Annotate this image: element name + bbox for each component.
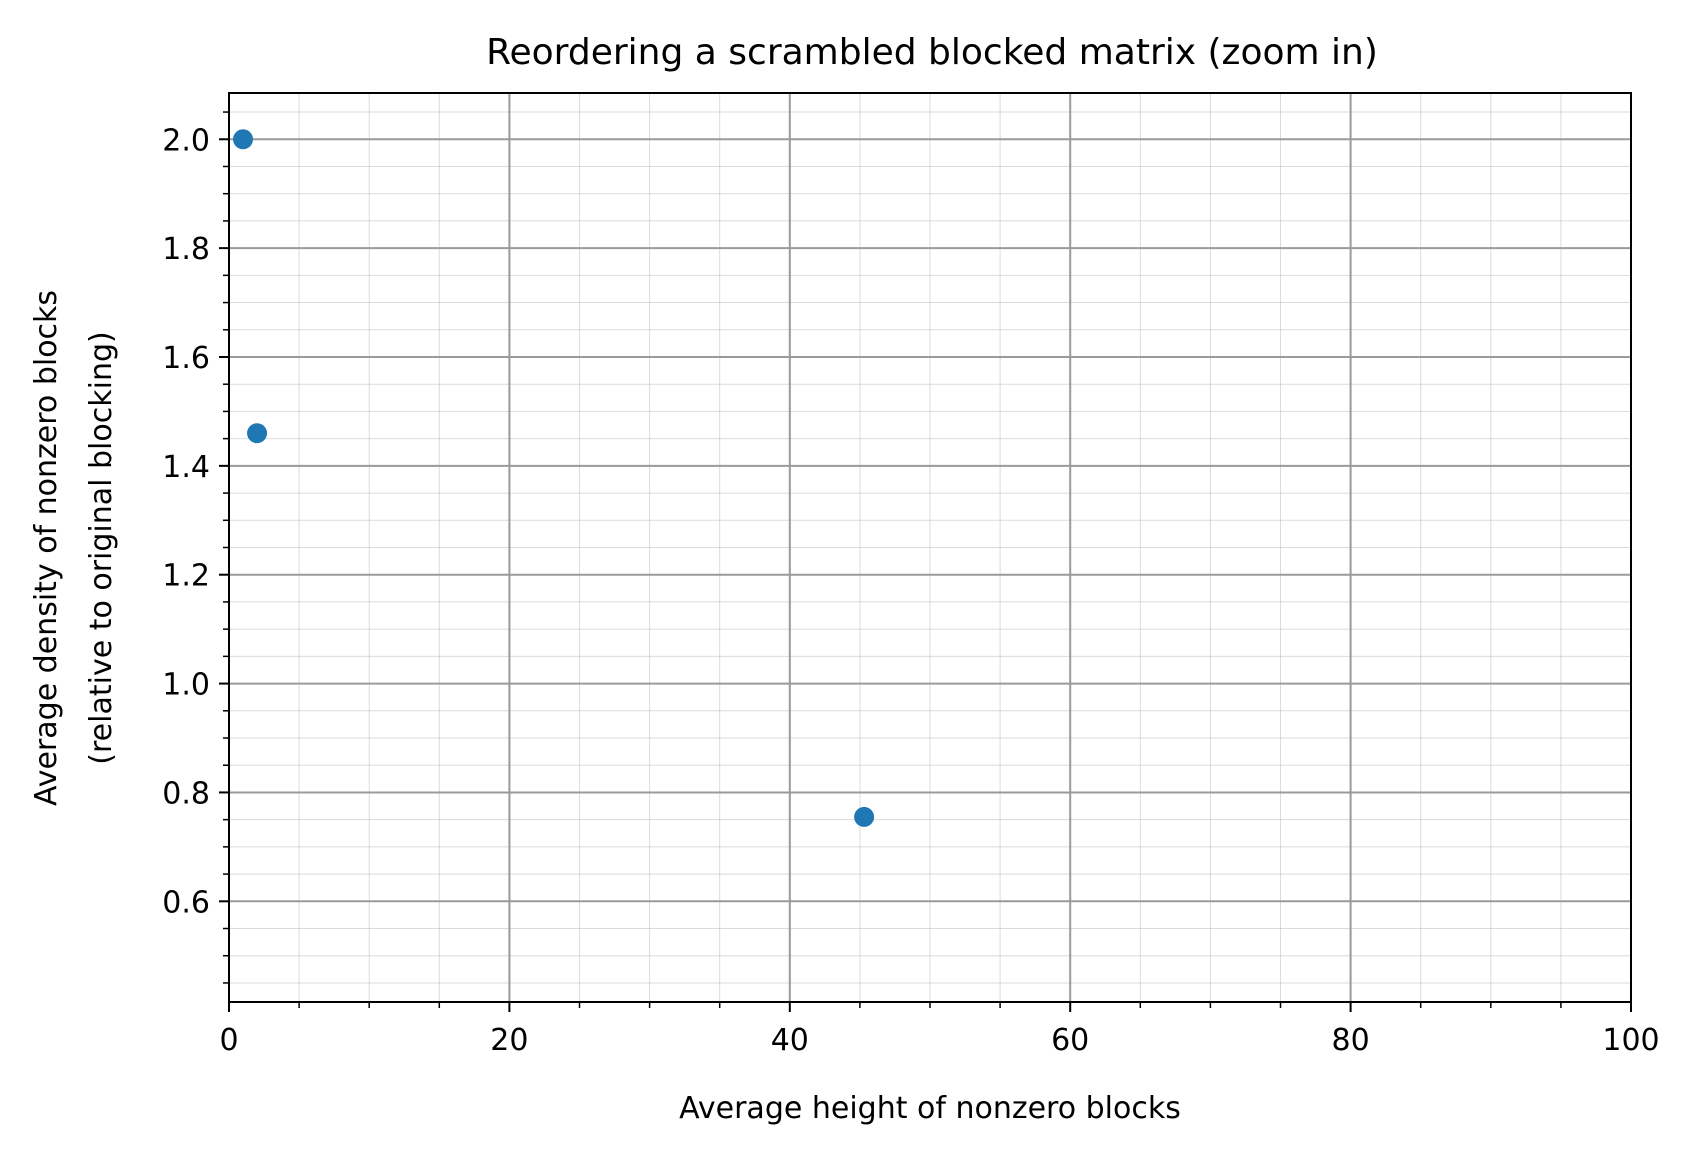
x-tick-label: 40 (771, 1023, 809, 1058)
x-tick-label: 100 (1602, 1023, 1659, 1058)
x-tick-label: 60 (1051, 1023, 1089, 1058)
y-axis-label-line-2: (relative to original blocking) (84, 331, 119, 764)
chart-title: Reordering a scrambled blocked matrix (z… (486, 32, 1378, 73)
y-tick-label: 0.6 (162, 885, 210, 920)
data-point (247, 423, 268, 444)
y-tick-label: 0.8 (162, 776, 210, 811)
x-axis: 0 20 40 60 80 100 Average height of nonzero b… (219, 1002, 1660, 1126)
y-ticks (219, 111, 229, 984)
y-tick-labels: 0.6 0.8 1.0 1.2 1.4 1.6 1.8 2.0 (162, 123, 210, 920)
y-tick-label: 1.8 (162, 232, 210, 267)
y-tick-label: 1.6 (162, 341, 210, 376)
y-tick-label: 1.4 (162, 450, 210, 485)
y-axis-label-line-1: Average density of nonzero blocks (29, 290, 64, 806)
y-tick-label: 2.0 (162, 123, 210, 158)
x-tick-label: 20 (490, 1023, 528, 1058)
y-axis: 0.6 0.8 1.0 1.2 1.4 1.6 1.8 2.0 Average density… (29, 111, 229, 984)
plot-area (228, 92, 1632, 1003)
x-ticks (228, 1002, 1632, 1012)
x-tick-labels: 0 20 40 60 80 100 (219, 1023, 1659, 1058)
x-tick-label: 0 (219, 1023, 238, 1058)
minor-grid (229, 93, 1631, 1002)
y-tick-label: 1.2 (162, 559, 210, 594)
data-point (233, 129, 254, 150)
data-point (854, 806, 875, 827)
data-points (233, 129, 875, 827)
y-tick-label: 1.0 (162, 668, 210, 703)
x-axis-label: Average height of nonzero blocks (679, 1091, 1181, 1126)
x-tick-label: 80 (1332, 1023, 1370, 1058)
